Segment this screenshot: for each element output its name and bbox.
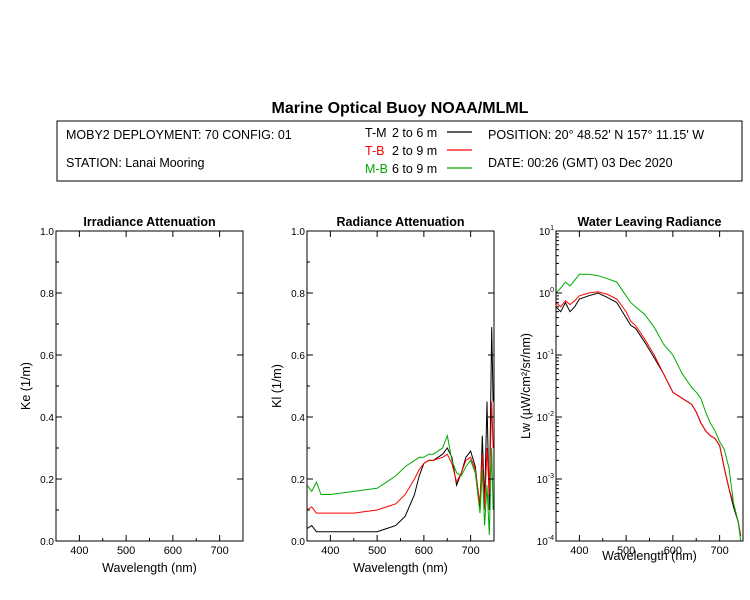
- y-tick-label: 1.0: [291, 227, 305, 238]
- panel-title: Water Leaving Radiance: [577, 215, 721, 229]
- x-tick-label: 400: [70, 545, 88, 557]
- y-tick-label: 0.0: [40, 537, 54, 548]
- legend-key-mb: M-B: [365, 162, 388, 176]
- y-axis-label: Kl (1/m): [270, 364, 284, 408]
- y-tick-exponent: 0: [550, 287, 554, 294]
- legend-range-tm: 2 to 6 m: [392, 126, 437, 140]
- y-tick-exponent: 1: [550, 225, 554, 232]
- y-axis-label: Lw (µW/cm²/sr/nm): [519, 333, 533, 439]
- legend-range-tb: 2 to 9 m: [392, 144, 437, 158]
- y-tick-label: 0.4: [291, 413, 305, 424]
- x-axis-label: Wavelength (nm): [102, 561, 197, 575]
- x-tick-label: 500: [617, 545, 635, 557]
- station-text: STATION: Lanai Mooring: [66, 156, 205, 170]
- y-tick-label: 1.0: [40, 227, 54, 238]
- x-tick-label: 600: [415, 545, 433, 557]
- x-tick-label: 700: [210, 545, 228, 557]
- y-tick-label: 0.0: [291, 537, 305, 548]
- data-series-1: [307, 401, 494, 514]
- panel-title: Irradiance Attenuation: [83, 215, 215, 229]
- x-tick-label: 700: [461, 545, 479, 557]
- x-tick-label: 600: [664, 545, 682, 557]
- irradiance-attenuation-panel: Irradiance Attenuation 400 500 600 700 0.0 0.2…: [19, 215, 244, 575]
- y-tick-label: 10-1: [537, 349, 554, 362]
- y-tick-label: 0.2: [40, 475, 54, 486]
- x-tick-label: 700: [710, 545, 728, 557]
- legend-key-tb: T-B: [365, 144, 384, 158]
- panel-title: Radiance Attenuation: [336, 215, 464, 229]
- y-tick-label: 10-4: [537, 535, 554, 548]
- y-tick-label: 0.4: [40, 413, 54, 424]
- y-axis-label: Ke (1/m): [19, 362, 33, 410]
- y-tick-exponent: -4: [548, 535, 554, 542]
- data-series-2: [556, 273, 742, 541]
- y-tick-label: 0.8: [40, 289, 54, 300]
- figure-title: Marine Optical Buoy NOAA/MLML: [272, 100, 529, 117]
- data-series-0: [556, 292, 742, 537]
- y-tick-label: 101: [539, 225, 554, 238]
- plot-frame: [55, 230, 244, 542]
- data-series-1: [556, 291, 742, 537]
- y-tick-label: 0.6: [291, 351, 305, 362]
- data-series-0: [307, 327, 494, 533]
- y-tick-label: 10-2: [537, 411, 554, 424]
- y-tick-exponent: -3: [548, 473, 554, 480]
- plot-frame: [306, 230, 495, 542]
- x-tick-label: 400: [321, 545, 339, 557]
- legend-key-tm: T-M: [365, 126, 387, 140]
- x-tick-label: 500: [117, 545, 135, 557]
- x-tick-label: 600: [164, 545, 182, 557]
- y-tick-label: 100: [539, 287, 554, 300]
- y-tick-label: 10-3: [537, 473, 554, 486]
- data-series-2: [307, 433, 494, 535]
- y-tick-exponent: -1: [548, 349, 554, 356]
- x-axis-label: Wavelength (nm): [602, 549, 697, 563]
- deployment-text: MOBY2 DEPLOYMENT: 70 CONFIG: 01: [66, 128, 292, 142]
- plot-frame: [555, 230, 744, 542]
- y-tick-label: 0.2: [291, 475, 305, 486]
- radiance-attenuation-panel: Radiance Attenuation 400 500 600 700 0.0 0.2 0.…: [270, 215, 495, 575]
- position-text: POSITION: 20° 48.52' N 157° 11.15' W: [488, 128, 704, 142]
- x-axis-label: Wavelength (nm): [353, 561, 448, 575]
- y-tick-label: 0.8: [291, 289, 305, 300]
- legend-range-mb: 6 to 9 m: [392, 162, 437, 176]
- y-tick-exponent: -2: [548, 411, 554, 418]
- x-tick-label: 400: [570, 545, 588, 557]
- info-box: [56, 120, 743, 182]
- y-tick-label: 0.6: [40, 351, 54, 362]
- legend: T-M 2 to 6 m T-B 2 to 9 m M-B 6 to 9 m: [365, 126, 472, 176]
- date-text: DATE: 00:26 (GMT) 03 Dec 2020: [488, 156, 673, 170]
- x-tick-label: 500: [368, 545, 386, 557]
